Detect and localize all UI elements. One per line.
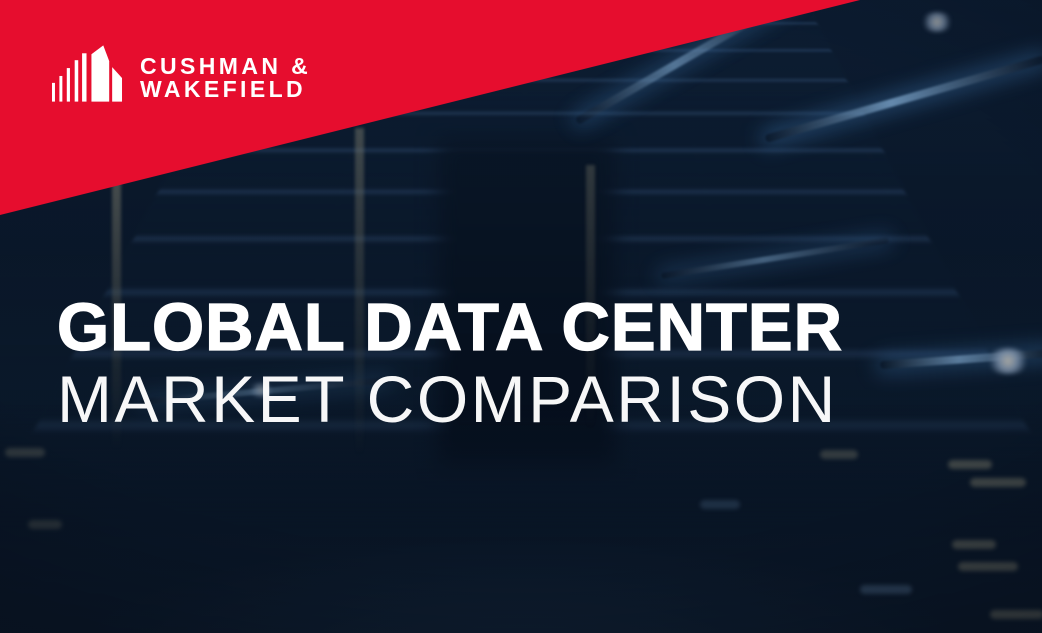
cushman-wakefield-logo: CUSHMAN & WAKEFIELD [52,44,311,102]
title-line-1: GLOBAL DATA CENTER [56,290,843,365]
brand-wordmark-line2: WAKEFIELD [140,76,307,102]
building-bars-icon [52,45,123,102]
title-line-2: MARKET COMPARISON [57,362,838,436]
brand-wordmark: CUSHMAN & WAKEFIELD [140,44,311,101]
cover-title: GLOBAL DATA CENTER MARKET COMPARISON [56,290,843,436]
brand-wordmark-line1: CUSHMAN & [140,53,312,79]
